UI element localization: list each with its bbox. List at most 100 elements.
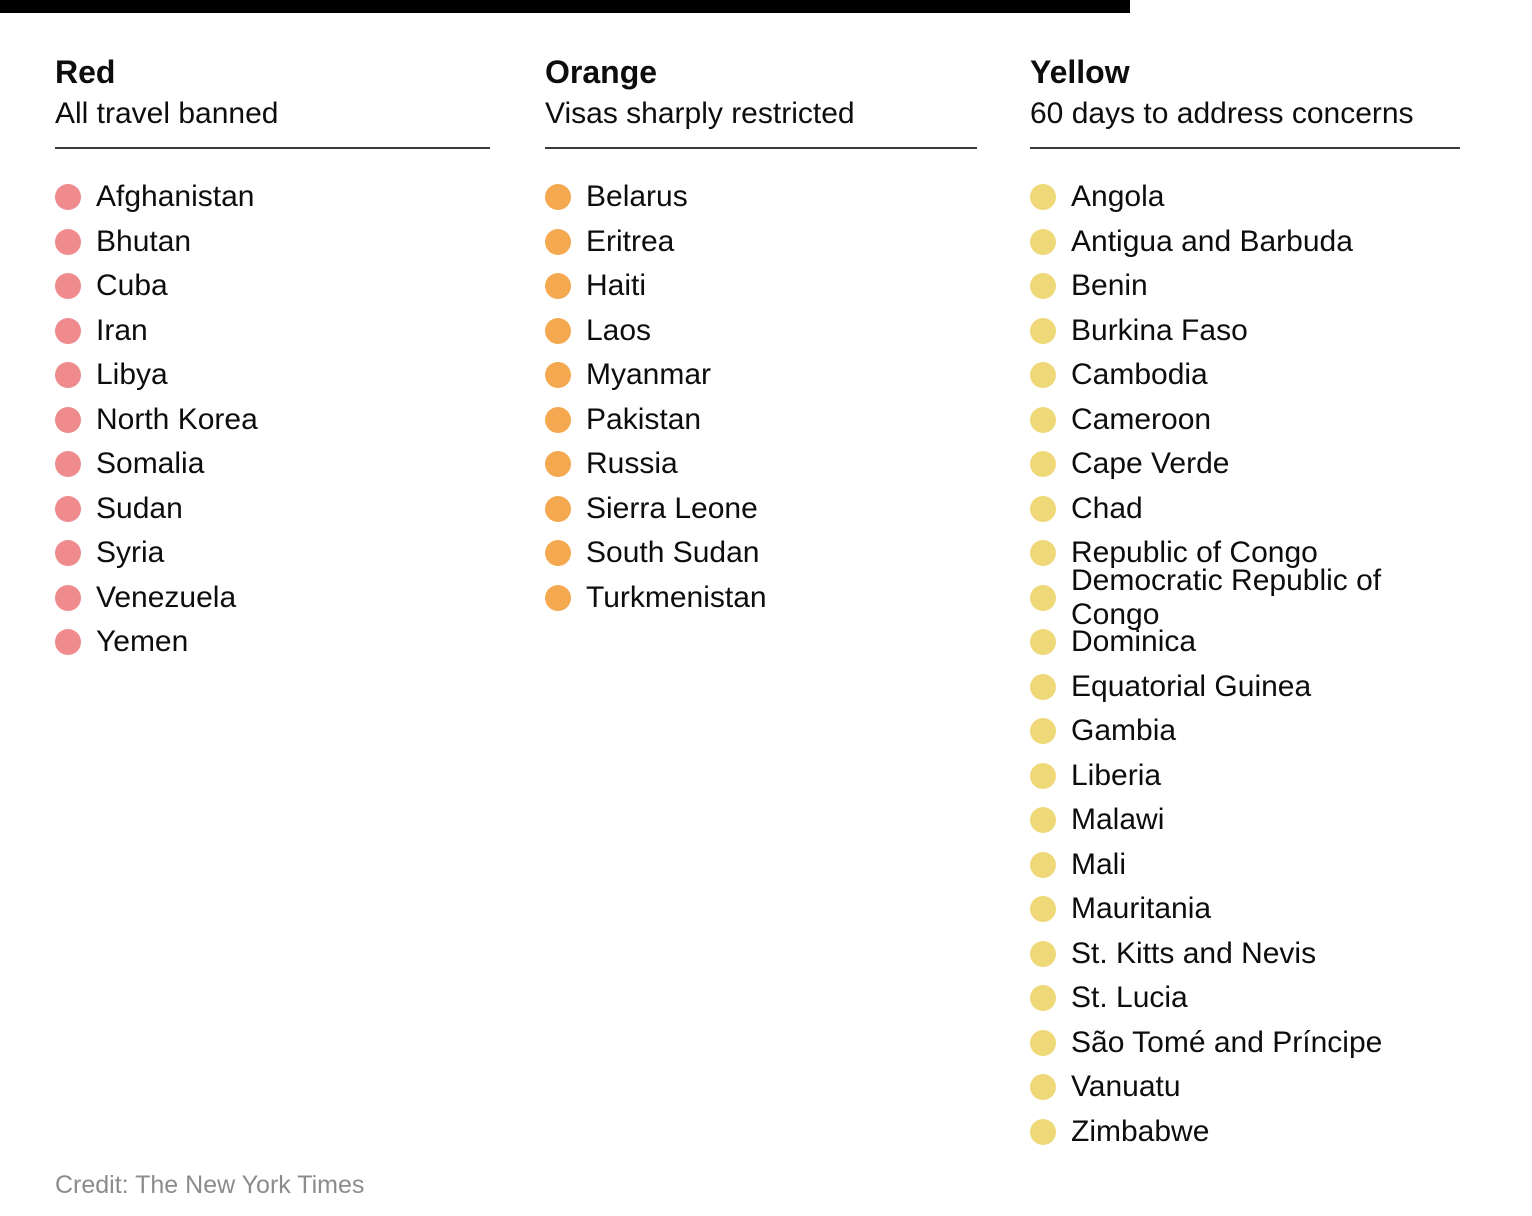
list-item: São Tomé and Príncipe: [1030, 1021, 1460, 1066]
country-name: São Tomé and Príncipe: [1071, 1025, 1383, 1059]
list-item: Cape Verde: [1030, 442, 1460, 487]
list-item: Cuba: [55, 264, 490, 309]
list-item: Gambia: [1030, 709, 1460, 754]
list-item: St. Kitts and Nevis: [1030, 932, 1460, 977]
column-title: Red: [55, 54, 116, 90]
country-name: Liberia: [1071, 758, 1162, 792]
category-dot-icon: [545, 362, 571, 389]
list-item: Turkmenistan: [545, 576, 977, 621]
country-name: Mali: [1071, 847, 1127, 881]
list-item: Benin: [1030, 264, 1460, 309]
list-item: Libya: [55, 353, 490, 398]
category-dot-icon: [1030, 406, 1056, 433]
list-item: Somalia: [55, 442, 490, 487]
country-name: Myanmar: [586, 358, 712, 392]
category-dot-icon: [55, 273, 81, 300]
category-dot-icon: [1030, 807, 1056, 834]
category-dot-icon: [55, 540, 81, 567]
column-subtitle: 60 days to address concerns: [1030, 97, 1414, 130]
list-item: Belarus: [545, 175, 977, 220]
list-item: Syria: [55, 531, 490, 576]
column-title: Yellow: [1030, 54, 1130, 90]
category-dot-icon: [55, 228, 81, 255]
country-name: Bhutan: [96, 224, 192, 258]
credit-line: Credit: The New York Times: [55, 1171, 365, 1199]
country-name: Belarus: [586, 180, 688, 214]
country-name: South Sudan: [586, 536, 760, 570]
list-item: Mali: [1030, 843, 1460, 888]
category-dot-icon: [1030, 451, 1056, 478]
country-name: Cambodia: [1071, 358, 1208, 392]
list-item: Myanmar: [545, 353, 977, 398]
country-name: Dominica: [1071, 625, 1197, 659]
column-subtitle: All travel banned: [55, 97, 279, 130]
column-title: Orange: [545, 54, 658, 90]
list-item: Vanuatu: [1030, 1065, 1460, 1110]
category-dot-icon: [55, 406, 81, 433]
category-dot-icon: [545, 406, 571, 433]
country-name: Turkmenistan: [586, 580, 767, 614]
category-dot-icon: [1030, 718, 1056, 745]
country-list-red: Afghanistan Bhutan Cuba Iran Libya North Kore…: [55, 175, 490, 665]
list-item: Zimbabwe: [1030, 1110, 1460, 1155]
country-name: Cape Verde: [1071, 447, 1230, 481]
category-dot-icon: [55, 629, 81, 656]
list-item: Mauritania: [1030, 887, 1460, 932]
list-item: Liberia: [1030, 754, 1460, 799]
country-name: Chad: [1071, 491, 1143, 525]
country-name: Pakistan: [586, 402, 702, 436]
list-item: Russia: [545, 442, 977, 487]
category-dot-icon: [55, 495, 81, 522]
category-dot-icon: [1030, 762, 1056, 789]
country-name: Somalia: [96, 447, 205, 481]
country-name: Cuba: [96, 269, 168, 303]
country-name: Venezuela: [96, 580, 237, 614]
country-name: Zimbabwe: [1071, 1114, 1210, 1148]
list-item: Bhutan: [55, 220, 490, 265]
category-dot-icon: [1030, 584, 1056, 611]
country-name: Vanuatu: [1071, 1070, 1181, 1104]
country-name: Afghanistan: [96, 180, 255, 214]
category-dot-icon: [1030, 540, 1056, 567]
country-name: Sudan: [96, 491, 183, 525]
list-item: South Sudan: [545, 531, 977, 576]
country-name: Sierra Leone: [586, 491, 758, 525]
country-name: Equatorial Guinea: [1071, 669, 1312, 703]
column-red: Red All travel banned Afghanistan Bhutan C…: [55, 55, 490, 665]
country-name: Gambia: [1071, 714, 1177, 748]
country-name: Malawi: [1071, 803, 1165, 837]
list-item: Dominica: [1030, 620, 1460, 665]
country-name: Laos: [586, 313, 652, 347]
list-item: Equatorial Guinea: [1030, 665, 1460, 710]
country-name: Libya: [96, 358, 168, 392]
list-item: Angola: [1030, 175, 1460, 220]
list-item: Democratic Republic of Congo: [1030, 564, 1460, 631]
country-name: St. Kitts and Nevis: [1071, 936, 1317, 970]
list-item: Iran: [55, 309, 490, 354]
country-name: Democratic Republic of Congo: [1071, 563, 1382, 631]
category-dot-icon: [545, 273, 571, 300]
column-subtitle: Visas sharply restricted: [545, 97, 855, 130]
list-item: Cameroon: [1030, 398, 1460, 443]
country-name: Republic of Congo: [1071, 536, 1318, 570]
category-dot-icon: [1030, 940, 1056, 967]
country-list-yellow: Angola Antigua and Barbuda Benin Burkina Fa…: [1030, 175, 1460, 1154]
divider: [1030, 147, 1460, 149]
category-dot-icon: [1030, 673, 1056, 700]
category-dot-icon: [1030, 1118, 1056, 1145]
category-dot-icon: [1030, 629, 1056, 656]
list-item: Chad: [1030, 487, 1460, 532]
category-dot-icon: [1030, 317, 1056, 344]
list-item: Haiti: [545, 264, 977, 309]
list-item: Afghanistan: [55, 175, 490, 220]
list-item: Republic of Congo: [1030, 531, 1460, 576]
country-name: Angola: [1071, 180, 1165, 214]
column-yellow: Yellow 60 days to address concerns Angol…: [1030, 55, 1460, 1154]
country-list-orange: Belarus Eritrea Haiti Laos Myanmar Pakistan Ru…: [545, 175, 977, 620]
country-name: Syria: [96, 536, 165, 570]
category-dot-icon: [1030, 228, 1056, 255]
category-dot-icon: [545, 584, 571, 611]
country-name: Cameroon: [1071, 402, 1212, 436]
category-dot-icon: [55, 184, 81, 211]
list-item: St. Lucia: [1030, 976, 1460, 1021]
